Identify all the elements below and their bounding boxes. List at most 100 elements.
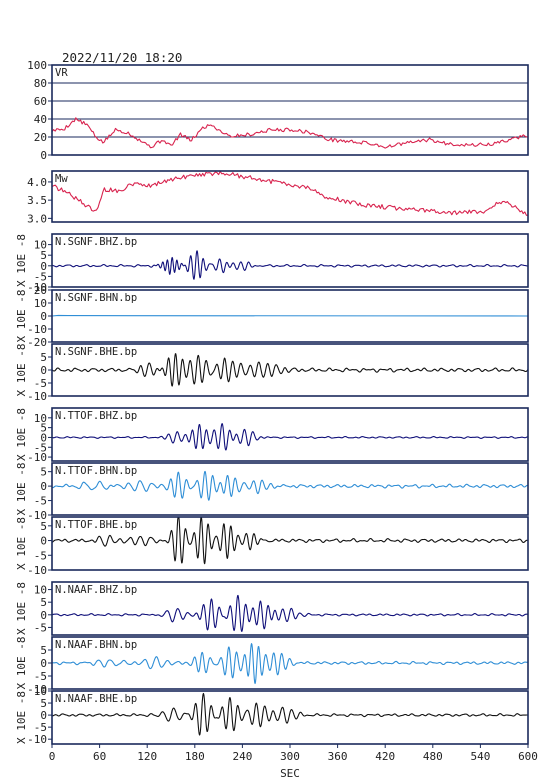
panel-n-sgnf-bhe-bp: 50-5-10 N.SGNF.BHE.bp X 10E -8 bbox=[15, 343, 529, 403]
y-tick-label: -5 bbox=[34, 377, 47, 390]
y-tick-label: -5 bbox=[34, 670, 47, 683]
y-tick-label: 0 bbox=[40, 535, 47, 548]
y-tick-label: 80 bbox=[34, 77, 47, 90]
x-tick-label: 0 bbox=[49, 750, 56, 763]
x-tick-label: 540 bbox=[470, 750, 490, 763]
panel-frame bbox=[51, 581, 529, 636]
panel-n-ttof-bhn-bp: 50 -5-10 N.TTOF.BHN.bp X 10E -8 bbox=[15, 462, 529, 522]
y-tick-label: 5 bbox=[40, 520, 47, 533]
y-tick-label: -20 bbox=[27, 336, 47, 349]
y-tick-label: 10 bbox=[34, 412, 47, 425]
y-tick-label: 0 bbox=[40, 657, 47, 670]
y-tick-label: 0 bbox=[40, 149, 47, 162]
y-exponent-label: X 10E -8 bbox=[15, 234, 28, 287]
x-tick-label: 60 bbox=[93, 750, 106, 763]
y-tick-label: 3.0 bbox=[27, 212, 47, 225]
panel-label: N.NAAF.BHZ.bp bbox=[55, 584, 137, 596]
y-tick-label: -10 bbox=[27, 509, 47, 522]
y-tick-label: -5 bbox=[34, 721, 47, 734]
series-trace bbox=[51, 692, 529, 736]
panel-n-ttof-bhe-bp: 5 0-5 -10 N.TTOF.BHE.bp X 10E -8 bbox=[15, 516, 529, 577]
panel-label: N.NAAF.BHE.bp bbox=[55, 693, 137, 705]
x-axis-label: SEC bbox=[280, 767, 300, 780]
y-tick-label: 60 bbox=[34, 95, 47, 108]
panel-frame bbox=[51, 233, 529, 288]
y-tick-label: 0 bbox=[40, 260, 47, 273]
panels-group: 100806040200VR4.03.53.0Mw1050-5-10N.SGNF… bbox=[15, 59, 529, 746]
y-tick-label: -5 bbox=[34, 441, 47, 454]
series-trace bbox=[51, 170, 529, 216]
x-tick-label: 480 bbox=[423, 750, 443, 763]
y-exponent-label: X 10E -8 bbox=[15, 463, 28, 516]
series-trace bbox=[51, 516, 529, 565]
series-trace bbox=[51, 470, 529, 501]
panel-frame bbox=[51, 516, 529, 571]
series-trace bbox=[51, 594, 529, 632]
panel-label: N.NAAF.BHN.bp bbox=[55, 639, 137, 651]
y-tick-label: 10 bbox=[34, 239, 47, 252]
y-tick-label: 5 bbox=[40, 596, 47, 609]
y-tick-label: 100 bbox=[27, 59, 47, 72]
y-tick-label: -5 bbox=[34, 270, 47, 283]
y-tick-label: -5 bbox=[34, 549, 47, 562]
panel-label: N.TTOF.BHZ.bp bbox=[55, 410, 137, 422]
panel-mw: 4.0 3.5 3.0 Mw bbox=[27, 170, 529, 225]
y-exponent-label: X 10E -8 bbox=[15, 517, 28, 570]
y-exponent-label: X 10E -8 bbox=[15, 344, 28, 397]
panel-label: N.SGNF.BHN.bp bbox=[55, 292, 137, 304]
series-trace bbox=[51, 353, 529, 387]
y-tick-label: 0 bbox=[40, 709, 47, 722]
panel-label: N.SGNF.BHE.bp bbox=[55, 346, 137, 358]
y-tick-label: 0 bbox=[40, 431, 47, 444]
panel-n-naaf-bhn-bp: 50-5-10 N.NAAF.BHN.bp X 10E -8 bbox=[15, 636, 529, 696]
y-tick-label: -10 bbox=[27, 390, 47, 403]
x-tick-label: 600 bbox=[518, 750, 538, 763]
y-tick-label: 5 bbox=[40, 644, 47, 657]
panel-frame bbox=[51, 170, 529, 223]
panel-frame bbox=[51, 462, 529, 516]
y-tick-label: 0 bbox=[40, 310, 47, 323]
panel-frame bbox=[51, 64, 529, 156]
panel-label: N.TTOF.BHN.bp bbox=[55, 465, 137, 477]
y-tick-label: 0 bbox=[40, 364, 47, 377]
y-tick-label: 0 bbox=[40, 480, 47, 493]
panel-vr: 100 80 60 40 20 0 VR bbox=[27, 59, 529, 162]
y-tick-label: 5 bbox=[40, 422, 47, 435]
panel-label: N.TTOF.BHE.bp bbox=[55, 519, 137, 531]
y-tick-label: -10 bbox=[27, 733, 47, 746]
y-tick-label: 5 bbox=[40, 466, 47, 479]
x-tick-label: 180 bbox=[185, 750, 205, 763]
y-tick-label: 40 bbox=[34, 113, 47, 126]
series-trace bbox=[51, 314, 529, 317]
y-tick-label: -10 bbox=[27, 451, 47, 464]
x-tick-label: 300 bbox=[280, 750, 300, 763]
y-exponent-label: X 10E -8 bbox=[15, 691, 28, 744]
series-trace bbox=[51, 423, 529, 451]
y-tick-label: -5 bbox=[34, 495, 47, 508]
y-tick-label: 4.0 bbox=[27, 176, 47, 189]
panel-frame bbox=[51, 407, 529, 462]
y-tick-label: 0 bbox=[40, 609, 47, 622]
y-tick-label: 20 bbox=[34, 284, 47, 297]
x-axis: 0 60 120 180 240 300 360 420 480 540 600 bbox=[49, 744, 538, 763]
y-exponent-label: X 10E -8 bbox=[15, 637, 28, 690]
y-tick-label: -10 bbox=[27, 564, 47, 577]
y-exponent-label: X 10E -8 bbox=[15, 408, 28, 461]
y-tick-label: 10 bbox=[34, 584, 47, 597]
panel-label: VR bbox=[55, 67, 68, 79]
series-trace bbox=[51, 117, 529, 149]
y-tick-label: 20 bbox=[34, 131, 47, 144]
y-tick-label: 5 bbox=[40, 697, 47, 710]
panel-label: N.SGNF.BHZ.bp bbox=[55, 236, 137, 248]
chart-title: 2022/11/20 18:20 bbox=[62, 50, 182, 65]
x-tick-label: 420 bbox=[375, 750, 395, 763]
x-tick-label: 360 bbox=[328, 750, 348, 763]
panel-label: Mw bbox=[55, 173, 68, 185]
y-tick-label: 5 bbox=[40, 249, 47, 262]
